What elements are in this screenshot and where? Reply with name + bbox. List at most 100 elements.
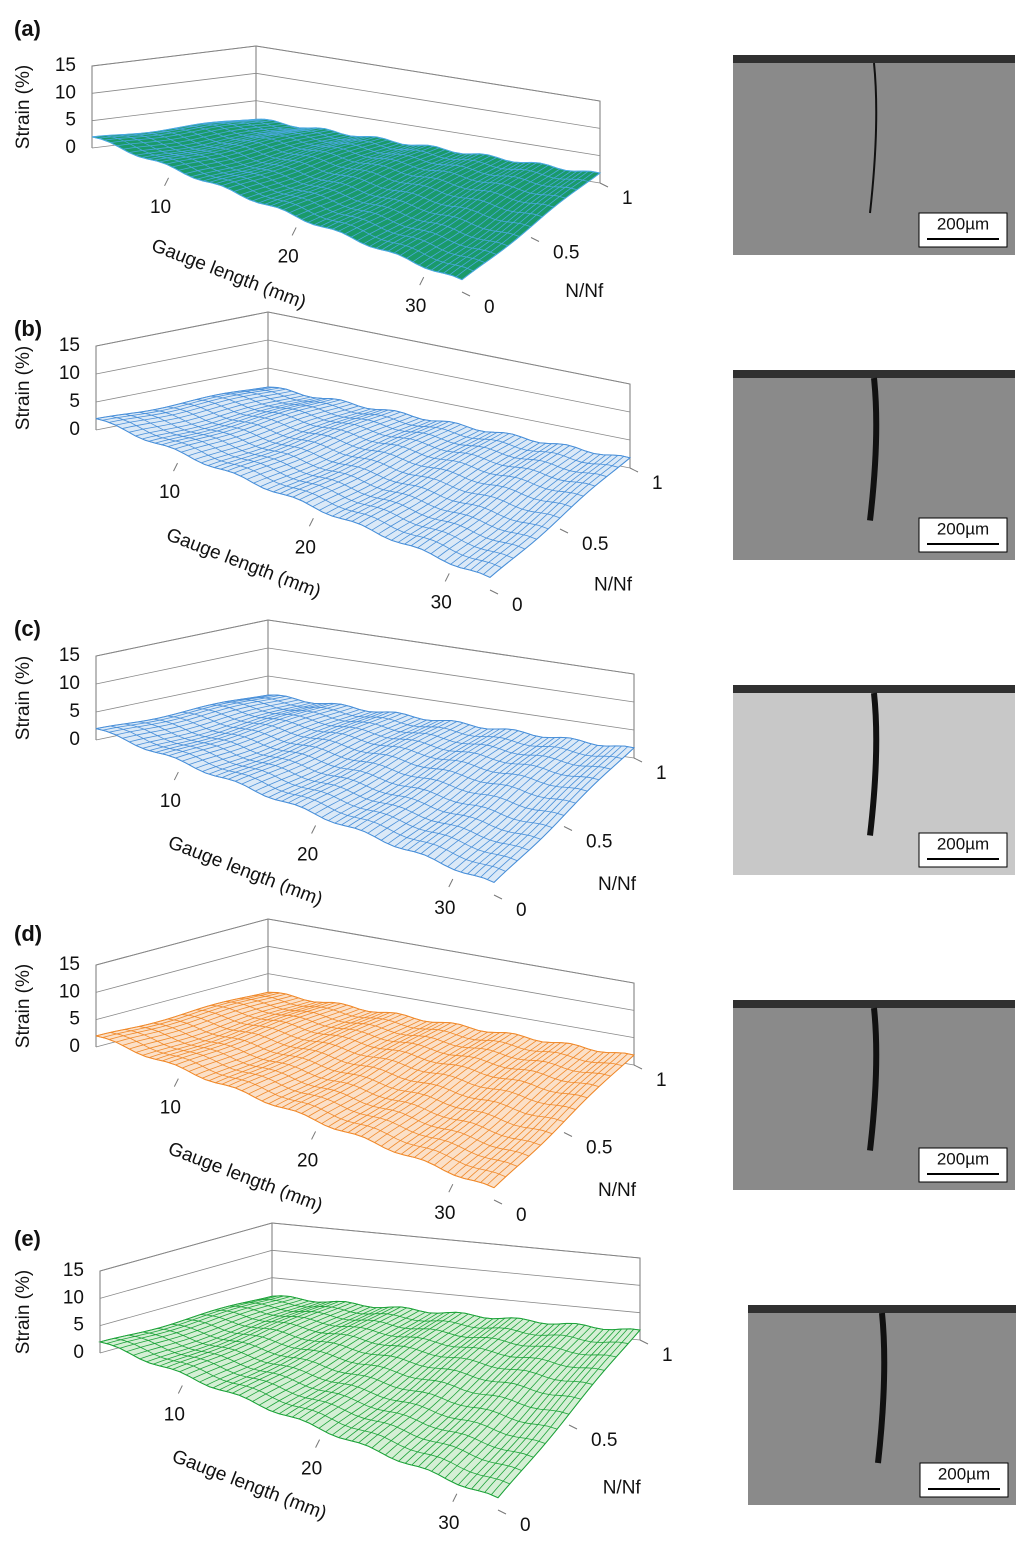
y-tick-label: 0.5 xyxy=(586,832,612,853)
y-tick-label: 1 xyxy=(656,763,667,784)
surface-mesh xyxy=(210,395,584,497)
surface-mesh xyxy=(128,1334,522,1471)
y-tick-label: 0 xyxy=(520,1515,531,1536)
surface-mesh xyxy=(146,132,509,247)
grid-line xyxy=(95,945,635,1011)
surface-mesh xyxy=(243,1302,617,1358)
panel-label: (a) xyxy=(14,16,41,41)
micrograph-top xyxy=(733,55,1015,63)
surface-mesh xyxy=(201,123,555,208)
surface-mesh xyxy=(181,402,561,519)
x-tick-label: 10 xyxy=(159,482,180,503)
grid-line xyxy=(91,100,601,157)
y-tick-label: 0.5 xyxy=(553,243,579,264)
x-tick xyxy=(173,771,179,781)
surface-mesh xyxy=(196,399,572,508)
surface-mesh xyxy=(119,134,486,264)
y-tick xyxy=(461,291,471,297)
surface-mesh xyxy=(110,415,502,568)
surface-mesh xyxy=(167,406,549,530)
surface-mesh xyxy=(153,409,537,540)
scale-box xyxy=(919,1462,1009,1498)
surface-mesh xyxy=(167,1018,553,1135)
scale-bar-label: 200µm xyxy=(937,519,989,538)
surface-mesh xyxy=(110,725,506,872)
scale-bar-label: 200µm xyxy=(937,1149,989,1168)
x-axis-title: Gauge length (mm) xyxy=(163,524,323,602)
surface-mesh xyxy=(185,1319,570,1415)
surface-mesh xyxy=(153,718,541,840)
panel-label: (e) xyxy=(14,1226,41,1251)
surface-mesh xyxy=(124,1029,518,1167)
crack xyxy=(867,692,880,836)
x-tick-label: 20 xyxy=(295,537,316,558)
y-tick xyxy=(563,1132,573,1137)
surface-mesh xyxy=(95,1035,495,1189)
surface-mesh xyxy=(138,411,526,550)
y-tick xyxy=(530,237,540,242)
surface-mesh xyxy=(267,386,631,459)
z-tick-label: 0 xyxy=(69,1036,80,1057)
x-tick xyxy=(448,878,454,888)
surface-mesh xyxy=(142,1331,534,1458)
grid-line xyxy=(95,973,635,1039)
surface-mesh xyxy=(196,707,576,804)
grid-line xyxy=(91,45,601,102)
x-tick-label: 30 xyxy=(431,592,452,613)
y-tick xyxy=(497,1509,507,1515)
x-tick-label: 10 xyxy=(150,197,171,218)
surface-mesh xyxy=(239,998,611,1077)
z-tick-label: 10 xyxy=(55,82,76,103)
z-tick-label: 5 xyxy=(73,1315,84,1336)
x-tick-label: 20 xyxy=(301,1459,322,1480)
surface-mesh xyxy=(138,1026,530,1157)
surface-mesh xyxy=(267,991,635,1056)
x-tick xyxy=(308,518,314,527)
surface-mesh xyxy=(171,1323,558,1430)
z-tick-label: 15 xyxy=(63,1260,84,1281)
y-tick-label: 0 xyxy=(516,900,527,921)
y-axis-title: N/Nf xyxy=(594,574,633,595)
scale-bar-label: 200µm xyxy=(938,1464,990,1483)
surface-mesh xyxy=(253,388,619,468)
z-tick-label: 5 xyxy=(69,701,80,722)
y-tick xyxy=(633,757,643,763)
z-tick-label: 10 xyxy=(59,981,80,1002)
x-tick xyxy=(291,227,297,236)
z-tick-label: 10 xyxy=(59,363,80,384)
surface-mesh xyxy=(253,995,623,1067)
y-axis-title: N/Nf xyxy=(565,281,604,302)
surface-mesh xyxy=(124,723,518,862)
x-tick xyxy=(173,462,178,472)
y-tick-label: 0 xyxy=(516,1205,527,1226)
z-tick-label: 15 xyxy=(59,645,80,666)
surface-mesh xyxy=(224,701,600,781)
surface-mesh xyxy=(110,1032,506,1178)
surface-mesh xyxy=(196,1009,576,1110)
surface-mesh xyxy=(224,392,596,487)
x-tick xyxy=(311,825,317,834)
x-tick xyxy=(173,1078,179,1087)
x-tick xyxy=(164,177,169,187)
x-tick-label: 30 xyxy=(438,1513,459,1534)
surface-mesh xyxy=(271,1295,641,1331)
x-tick xyxy=(177,1385,183,1394)
z-tick-label: 10 xyxy=(59,673,80,694)
x-tick-label: 20 xyxy=(297,845,318,866)
surface-mesh xyxy=(214,1309,593,1385)
y-tick-label: 0 xyxy=(484,297,495,318)
surface-mesh xyxy=(160,130,520,237)
grid-line xyxy=(95,619,635,675)
z-tick-label: 15 xyxy=(59,335,80,356)
surface-mesh xyxy=(239,390,607,477)
panel-label: (b) xyxy=(14,316,42,341)
grid-line xyxy=(99,1249,641,1299)
surface-mesh xyxy=(255,118,601,174)
surface-mesh xyxy=(228,1305,605,1371)
scale-bar-label: 200µm xyxy=(937,214,989,233)
x-tick xyxy=(315,1439,321,1448)
z-axis-title: Strain (%) xyxy=(13,65,34,149)
y-tick-label: 0.5 xyxy=(582,534,608,555)
